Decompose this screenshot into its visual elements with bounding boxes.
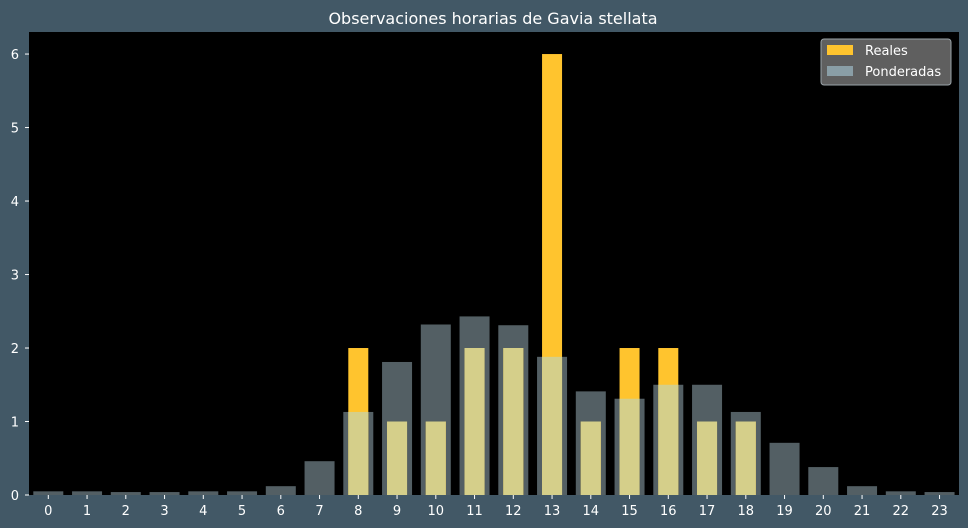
legend-swatch-ponderadas bbox=[827, 66, 853, 76]
x-tick-label-10: 10 bbox=[428, 504, 445, 519]
y-tick-label-4: 4 bbox=[11, 195, 19, 210]
x-tick-label-15: 15 bbox=[621, 504, 638, 519]
x-tick-label-6: 6 bbox=[277, 504, 285, 519]
y-tick-label-5: 5 bbox=[11, 122, 19, 137]
x-tick-label-7: 7 bbox=[315, 504, 323, 519]
y-axis: 0 1 2 3 4 5 6 bbox=[11, 48, 29, 504]
bar-ponderadas-0 bbox=[33, 491, 64, 495]
x-tick-label-4: 4 bbox=[199, 504, 207, 519]
legend-swatch-reales bbox=[827, 45, 853, 55]
bar-ponderadas-21 bbox=[847, 486, 878, 495]
x-tick-label-23: 23 bbox=[931, 504, 948, 519]
x-tick-label-9: 9 bbox=[393, 504, 401, 519]
legend-label-reales: Reales bbox=[865, 44, 908, 59]
bar-overlap-17 bbox=[697, 421, 718, 495]
overlap-series bbox=[348, 348, 756, 495]
chart-title: Observaciones horarias de Gavia stellata bbox=[328, 9, 657, 28]
bar-ponderadas-5 bbox=[227, 491, 258, 495]
y-tick-label-6: 6 bbox=[11, 48, 19, 63]
bar-ponderadas-23 bbox=[924, 492, 955, 495]
x-tick-label-11: 11 bbox=[466, 504, 483, 519]
x-tick-label-22: 22 bbox=[893, 504, 910, 519]
bar-ponderadas-4 bbox=[188, 491, 219, 495]
bar-overlap-13 bbox=[542, 356, 563, 495]
bar-overlap-18 bbox=[735, 421, 756, 495]
y-tick-label-1: 1 bbox=[11, 416, 19, 431]
x-tick-label-16: 16 bbox=[660, 504, 677, 519]
x-tick-label-21: 21 bbox=[854, 504, 871, 519]
x-tick-label-17: 17 bbox=[699, 504, 716, 519]
bar-ponderadas-20 bbox=[808, 467, 839, 495]
y-tick-label-2: 2 bbox=[11, 342, 19, 357]
bar-overlap-15 bbox=[619, 398, 640, 495]
bar-overlap-11 bbox=[464, 348, 485, 495]
bar-overlap-14 bbox=[580, 421, 601, 495]
bar-ponderadas-2 bbox=[110, 492, 141, 495]
x-tick-label-5: 5 bbox=[238, 504, 246, 519]
bar-overlap-12 bbox=[503, 348, 524, 495]
bar-ponderadas-1 bbox=[72, 491, 103, 495]
bar-overlap-10 bbox=[425, 421, 446, 495]
bar-overlap-16 bbox=[658, 384, 679, 495]
x-tick-label-13: 13 bbox=[544, 504, 561, 519]
bar-ponderadas-22 bbox=[885, 491, 916, 495]
bar-ponderadas-6 bbox=[265, 486, 296, 495]
x-tick-label-19: 19 bbox=[776, 504, 793, 519]
bar-overlap-9 bbox=[387, 421, 408, 495]
x-tick-label-18: 18 bbox=[738, 504, 755, 519]
legend-label-ponderadas: Ponderadas bbox=[865, 65, 941, 80]
x-tick-label-2: 2 bbox=[122, 504, 130, 519]
x-axis: 0 1 2 3 4 5 6 7 8 9 10 11 12 13 14 15 16 17 18 19 20 21 22 23 bbox=[44, 495, 948, 519]
bar-overlap-8 bbox=[348, 411, 369, 495]
x-tick-label-0: 0 bbox=[44, 504, 52, 519]
x-tick-label-12: 12 bbox=[505, 504, 522, 519]
x-tick-label-14: 14 bbox=[583, 504, 600, 519]
x-tick-label-3: 3 bbox=[160, 504, 168, 519]
x-tick-label-8: 8 bbox=[354, 504, 362, 519]
y-tick-label-0: 0 bbox=[11, 489, 19, 504]
x-tick-label-1: 1 bbox=[83, 504, 91, 519]
bar-ponderadas-7 bbox=[304, 461, 335, 495]
bar-ponderadas-19 bbox=[769, 442, 800, 495]
legend: Reales Ponderadas bbox=[820, 38, 952, 86]
x-tick-label-20: 20 bbox=[815, 504, 832, 519]
legend-box bbox=[820, 38, 952, 86]
plot-area bbox=[29, 32, 959, 495]
y-tick-label-3: 3 bbox=[11, 269, 19, 284]
bar-ponderadas-3 bbox=[149, 492, 180, 495]
